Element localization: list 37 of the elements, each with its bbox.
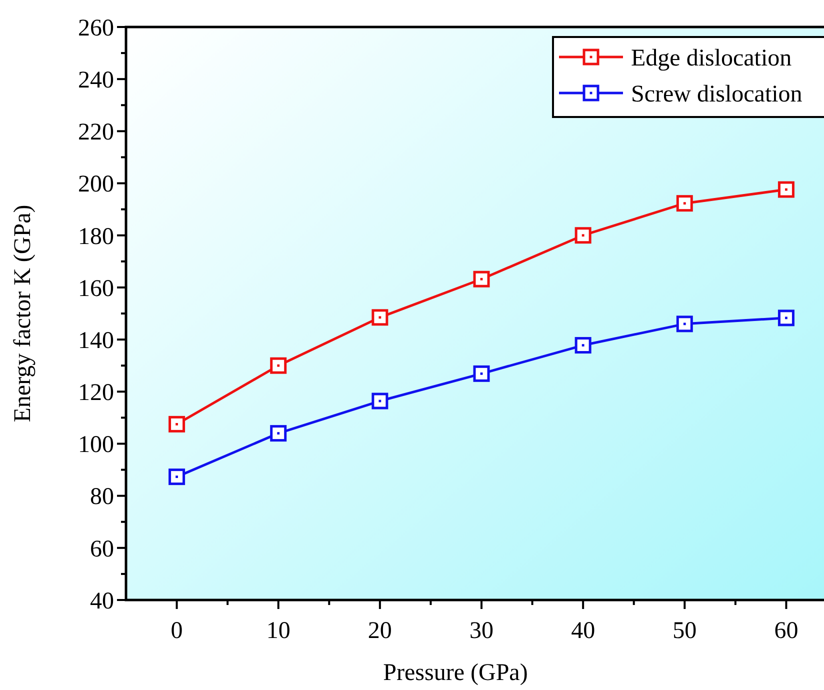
y-axis-title: Energy factor K (GPa) <box>10 204 36 422</box>
point <box>372 392 388 410</box>
point <box>270 357 287 374</box>
x-axis-title: Pressure (GPa) <box>383 660 528 686</box>
point <box>168 468 186 486</box>
x-tick-label: 0 <box>170 618 183 644</box>
point <box>372 309 388 326</box>
y-tick-label: 180 <box>78 224 114 250</box>
point <box>168 416 186 432</box>
x-tick-label: 30 <box>470 618 494 644</box>
y-tick-label: 200 <box>78 172 114 198</box>
y-tick-label: 100 <box>78 432 114 458</box>
legend-label: Edge dislocation <box>631 45 792 72</box>
y-tick-label: 220 <box>78 120 114 146</box>
x-tick-label: 60 <box>774 618 798 644</box>
point <box>676 316 693 332</box>
x-tick-label: 40 <box>571 618 596 644</box>
y-tick-label: 140 <box>78 328 114 354</box>
x-tick-label: 10 <box>266 618 290 644</box>
point <box>270 425 287 442</box>
x-tick-label: 20 <box>368 618 392 644</box>
point <box>574 227 592 244</box>
legend-label: Screw dislocation <box>631 81 802 108</box>
y-tick-label: 120 <box>78 380 114 406</box>
point <box>473 270 490 288</box>
y-tick-label: 260 <box>78 15 114 42</box>
point <box>676 195 693 212</box>
point <box>473 365 490 382</box>
y-tick-label: 160 <box>78 276 114 302</box>
y-tick-label: 240 <box>78 67 114 94</box>
point <box>778 181 794 198</box>
point <box>574 337 592 354</box>
y-tick-label: 60 <box>90 536 114 562</box>
point <box>778 310 794 326</box>
y-tick-label: 80 <box>90 484 114 510</box>
y-tick-label: 40 <box>90 588 114 614</box>
x-tick-label: 50 <box>672 618 697 644</box>
